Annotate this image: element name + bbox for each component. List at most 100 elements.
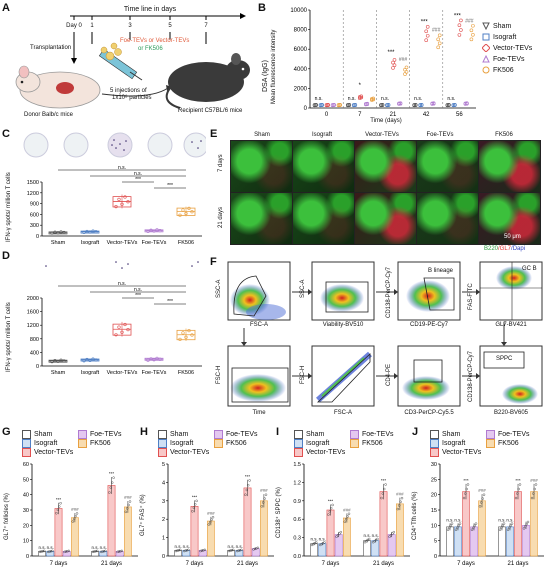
b-point [312, 103, 317, 107]
e-col-isograft: Isograft [311, 132, 333, 138]
i-ytick-label: 1.5 [293, 462, 301, 468]
h-point [194, 503, 197, 506]
panel-letter-e: E [210, 128, 218, 140]
j-point [464, 492, 467, 495]
tick-day0: Day 0 [66, 23, 82, 29]
g-point [93, 550, 96, 553]
j-group-label: 21 days [507, 561, 528, 567]
d-cat-label: Foe-TEVs [142, 370, 167, 376]
b-point [445, 103, 450, 107]
g-point [117, 550, 121, 553]
f-time: Time [252, 410, 266, 416]
g-point [59, 502, 62, 505]
panel-i: CD138⁺ SPPC (%) Sham Foe-TEVs Isograft F… [276, 430, 412, 570]
g-point [73, 517, 76, 521]
d-point [94, 358, 98, 362]
g-point [94, 550, 98, 553]
j-point [454, 528, 458, 531]
h-group-label: 7 days [186, 561, 204, 567]
b-sig-star: * [359, 83, 362, 89]
f-b-lineage: B lineage [428, 268, 454, 274]
chart-c: 0 300 600 900 1200 1500 Sham Isograft Vector-TEV… [27, 165, 202, 246]
e-micrograph [354, 140, 417, 193]
treatment-label-2: or FK506 [138, 46, 163, 52]
b-point [365, 101, 370, 106]
g-point [47, 550, 50, 554]
donor-label: Donor Balb/c mice [24, 112, 74, 118]
b-point [412, 103, 416, 107]
b-point [457, 33, 462, 37]
b-ns: n.s. [414, 96, 422, 102]
g-ytick-label: 30 [23, 508, 29, 514]
c-ytick-label: 900 [30, 202, 39, 208]
g-bar [70, 517, 79, 557]
g-legend-vector: Vector-TEVs [22, 448, 73, 457]
h-sig-label: n.s. [227, 544, 234, 549]
j-point [530, 496, 534, 500]
b-ytick-label: 6000 [294, 47, 308, 53]
g-point [116, 550, 119, 554]
f-fsc-h-2: FSC-H [300, 365, 306, 384]
panel-b: DSA (IgG) Mean fluorescence intensity 0 2… [262, 4, 546, 126]
b-point [324, 103, 329, 107]
i-point [382, 487, 386, 491]
d-cat-label: Isograft [81, 370, 100, 376]
d-point [120, 330, 124, 334]
h-point [176, 549, 179, 552]
e-micrograph [230, 192, 293, 245]
j-point [450, 522, 454, 525]
b-ylabel: DSA (IgG) [262, 60, 269, 92]
b-point [431, 101, 436, 105]
d-ytick-label: 800 [30, 337, 39, 343]
c-point [146, 229, 150, 234]
j-point [472, 526, 475, 529]
j-point [482, 493, 486, 496]
tick-3: 3 [128, 23, 132, 29]
c-point [181, 208, 185, 212]
c-point [158, 229, 162, 233]
h-point [207, 523, 210, 526]
b-ns: n.s. [447, 96, 455, 102]
d-point [149, 357, 153, 361]
g-point [64, 550, 68, 553]
i-point [388, 535, 391, 538]
d-elispot-wells [16, 256, 206, 276]
h-point [235, 549, 239, 553]
e-micrograph [354, 192, 417, 245]
panel-letter-c: C [2, 128, 10, 140]
d-point [62, 359, 66, 363]
g-point [110, 481, 114, 484]
d-cat-label: FK506 [178, 370, 194, 376]
panel-letter-i: I [276, 426, 280, 438]
d-point [117, 325, 121, 329]
g-point [40, 550, 43, 553]
c-point [187, 206, 191, 210]
j-ytick-label: 30 [431, 462, 437, 468]
b-group-label: 56 [456, 112, 463, 118]
i-sig-label: ### [343, 507, 351, 512]
timeline-graphic [15, 13, 250, 109]
b-point [424, 38, 428, 43]
b-point [453, 102, 457, 107]
f-fas: FAS-FITC [468, 283, 474, 310]
h-point [210, 518, 213, 521]
h-bar [190, 506, 199, 557]
h-ytick-label: 1 [162, 536, 165, 542]
i-legend-isograft: Isograft [294, 439, 329, 448]
h-point [237, 549, 240, 552]
i-point [347, 512, 351, 515]
b-sig-star: *** [421, 20, 429, 26]
c-point [62, 230, 66, 235]
e-micrograph [230, 140, 293, 193]
f-gl7: GL7-BV421 [495, 322, 527, 328]
b-point [392, 58, 397, 62]
panel-letter-d: D [2, 250, 10, 262]
h-legend-sham: Sham [158, 430, 188, 439]
e-micrograph [478, 192, 541, 245]
g-group-label: 7 days [50, 561, 68, 567]
i-ytick-label: 0.0 [293, 554, 301, 560]
j-ytick-label: 10 [431, 523, 437, 529]
d-point [126, 328, 130, 332]
g-point [48, 550, 51, 553]
